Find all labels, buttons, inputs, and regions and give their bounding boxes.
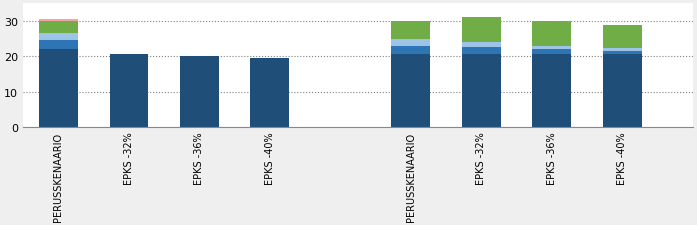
Bar <box>603 55 642 127</box>
Bar <box>603 52 642 55</box>
Bar <box>462 43 500 48</box>
Bar <box>392 55 430 127</box>
Bar <box>533 55 572 127</box>
Bar <box>462 48 500 55</box>
Bar <box>462 55 500 127</box>
Bar <box>109 55 148 127</box>
Bar <box>533 46 572 50</box>
Bar <box>603 26 642 49</box>
Bar <box>462 18 500 43</box>
Bar <box>603 49 642 52</box>
Bar <box>180 57 219 127</box>
Bar <box>392 39 430 46</box>
Bar <box>39 20 78 22</box>
Bar <box>392 46 430 55</box>
Bar <box>39 50 78 127</box>
Bar <box>39 41 78 50</box>
Bar <box>39 34 78 41</box>
Bar <box>250 59 289 127</box>
Bar <box>392 22 430 39</box>
Bar <box>533 50 572 55</box>
Bar <box>39 22 78 34</box>
Bar <box>533 22 572 46</box>
